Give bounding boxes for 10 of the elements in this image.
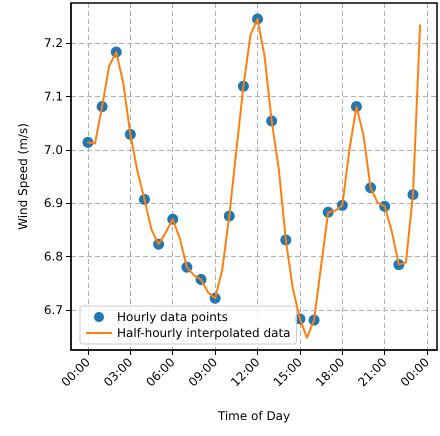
x-axis-title: Time of Day [216,409,290,423]
y-tick-label: 6.9 [44,196,63,210]
y-tick-label: 7.2 [44,36,63,50]
y-tick-label: 7.0 [44,142,63,157]
y-tick-label: 6.8 [44,250,63,264]
legend-label: Hourly data points [117,310,228,324]
y-tick-label: 6.7 [44,302,63,317]
y-axis-title: Wind Speed (m/s) [16,123,30,230]
y-tick-label: 7.1 [44,89,63,104]
legend-label: Half-hourly interpolated data [117,326,291,340]
